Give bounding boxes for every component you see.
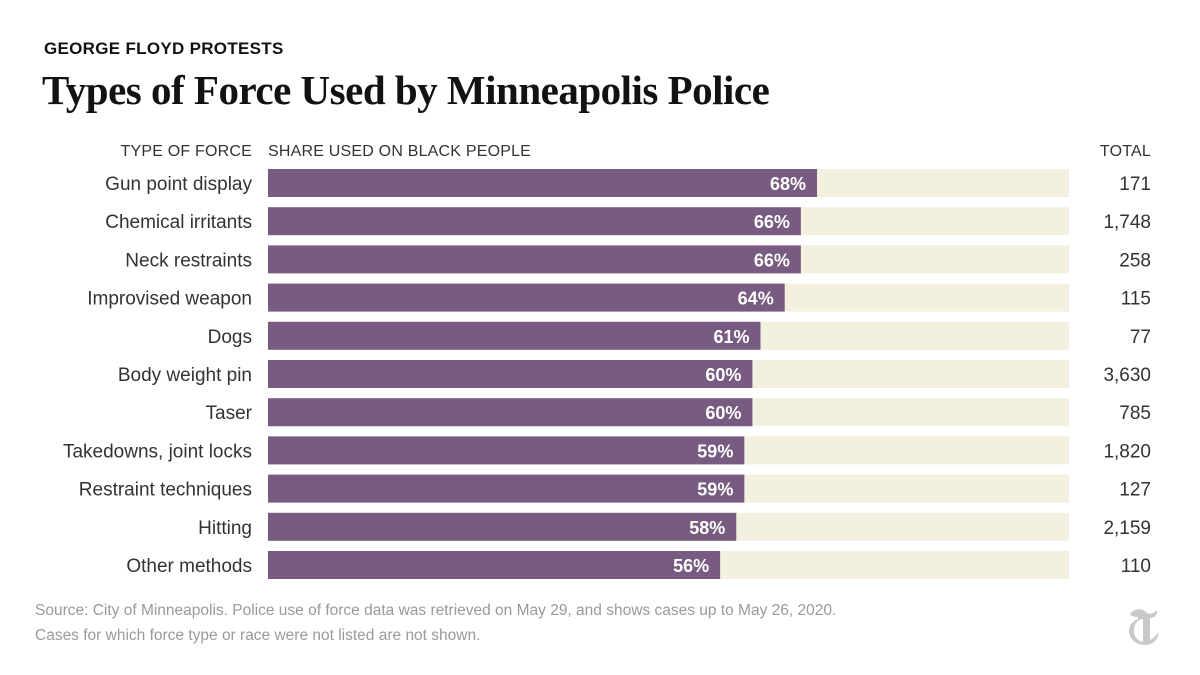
- bar-row: 58% Hitting 2,159: [198, 512, 1151, 541]
- total-value: 3,630: [1103, 365, 1151, 386]
- bar-value-label: 58%: [689, 518, 725, 538]
- total-value: 127: [1119, 480, 1151, 501]
- bar-value-label: 59%: [697, 441, 733, 461]
- bar-row: 61% Dogs 77: [208, 321, 1151, 350]
- category-label: Other methods: [126, 556, 252, 577]
- column-header-total: TOTAL: [1099, 143, 1151, 160]
- category-label: Hitting: [198, 518, 252, 539]
- bar: [268, 283, 785, 312]
- bar-value-label: 60%: [705, 365, 741, 385]
- source-note: Source: City of Minneapolis. Police use …: [35, 598, 836, 648]
- bar-value-label: 60%: [705, 403, 741, 423]
- bar-value-label: 64%: [738, 289, 774, 309]
- bar-value-label: 59%: [697, 480, 733, 500]
- bar: [268, 436, 745, 465]
- column-header-share: SHARE USED ON BLACK PEOPLE: [268, 143, 532, 160]
- total-value: 785: [1119, 403, 1151, 424]
- bar: [268, 321, 761, 350]
- bar-row: 59% Takedowns, joint locks 1,820: [63, 436, 1151, 465]
- bar-row: 60% Taser 785: [206, 398, 1151, 427]
- bar: [268, 245, 801, 274]
- category-label: Taser: [206, 403, 253, 424]
- bar: [268, 169, 817, 197]
- source-line-2: Cases for which force type or race were …: [35, 627, 481, 644]
- bar: [268, 512, 737, 541]
- total-value: 1,748: [1103, 212, 1151, 233]
- bar-value-label: 68%: [770, 174, 806, 194]
- kicker: GEORGE FLOYD PROTESTS: [44, 39, 284, 58]
- total-value: 171: [1119, 174, 1151, 195]
- bar-row: 59% Restraint techniques 127: [79, 474, 1151, 503]
- total-value: 77: [1130, 327, 1151, 348]
- bar-row: 66% Chemical irritants 1,748: [105, 207, 1151, 236]
- bar-value-label: 66%: [754, 212, 790, 232]
- total-value: 2,159: [1103, 518, 1151, 539]
- category-label: Dogs: [208, 327, 252, 348]
- total-value: 110: [1121, 556, 1151, 577]
- bar: [268, 474, 745, 503]
- bar-value-label: 61%: [713, 327, 749, 347]
- nyt-logo-icon: [1129, 609, 1159, 645]
- bar-value-label: 66%: [754, 250, 790, 270]
- total-value: 115: [1121, 289, 1151, 310]
- category-label: Restraint techniques: [79, 480, 252, 501]
- category-label: Takedowns, joint locks: [63, 441, 252, 462]
- column-header-type: TYPE OF FORCE: [120, 143, 252, 160]
- chart-title: Types of Force Used by Minneapolis Polic…: [42, 67, 770, 113]
- category-label: Neck restraints: [125, 250, 252, 271]
- total-value: 258: [1119, 250, 1151, 271]
- category-label: Body weight pin: [118, 365, 252, 386]
- source-line-1: Source: City of Minneapolis. Police use …: [35, 602, 837, 619]
- bar-row: 60% Body weight pin 3,630: [118, 360, 1151, 388]
- bar-value-label: 56%: [673, 556, 709, 576]
- category-label: Gun point display: [105, 174, 252, 195]
- bar: [268, 398, 753, 427]
- bar: [268, 360, 753, 388]
- category-label: Chemical irritants: [105, 212, 252, 233]
- category-label: Improvised weapon: [87, 289, 252, 310]
- bar-row: 56% Other methods 110: [126, 551, 1151, 579]
- total-value: 1,820: [1103, 441, 1151, 462]
- bar-row: 66% Neck restraints 258: [125, 245, 1151, 274]
- bar-row: 64% Improvised weapon 115: [87, 283, 1151, 312]
- bar-row: 68% Gun point display 171: [105, 169, 1151, 197]
- bar: [268, 207, 801, 236]
- bar: [268, 551, 721, 579]
